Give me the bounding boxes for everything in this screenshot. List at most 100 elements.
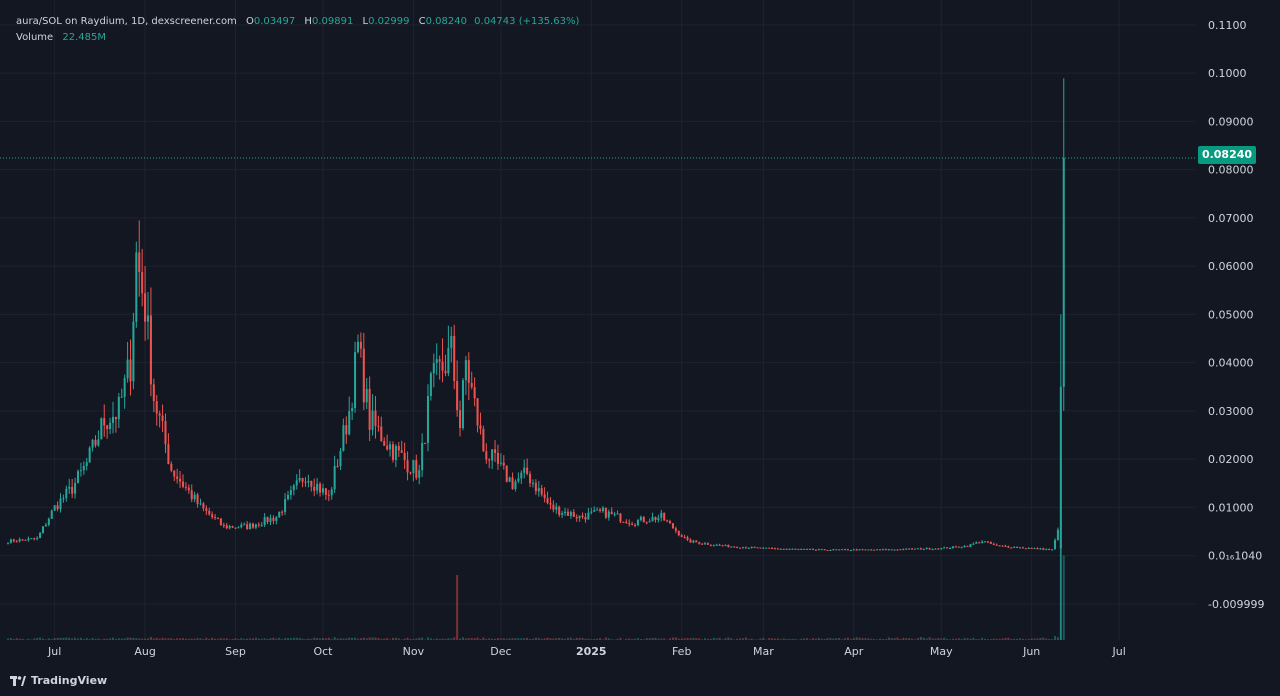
candle-body	[491, 449, 494, 461]
volume-bar	[616, 638, 619, 640]
volume-bar	[887, 637, 890, 640]
candle-body	[946, 547, 949, 549]
legend-symbol[interactable]: aura/SOL on Raydium, 1D, dexscreener.com	[16, 16, 237, 27]
candle-body	[76, 471, 80, 483]
candle-body	[225, 525, 228, 529]
volume-bar	[234, 638, 237, 640]
volume-bar	[1010, 638, 1013, 640]
candle-body	[616, 513, 619, 515]
volume-bar	[85, 638, 88, 640]
candle-body	[435, 359, 438, 364]
legend-volume-label[interactable]: Volume	[16, 32, 54, 43]
volume-bar	[65, 637, 68, 640]
volume-bar	[811, 637, 814, 640]
volume-bar	[575, 637, 578, 640]
volume-bar	[41, 638, 45, 640]
volume-bar	[225, 638, 228, 640]
candle-body	[765, 547, 768, 549]
volume-bar	[476, 637, 479, 640]
candle-body	[100, 418, 103, 440]
candlestick-chart[interactable]: 0.1100 0.1000 0.09000 0.08000 0.07000 0.06000…	[0, 0, 1280, 665]
candle-body	[549, 503, 552, 505]
volume-bar	[129, 637, 132, 640]
volume-bar	[578, 637, 581, 640]
volume-bar	[660, 638, 663, 640]
candle-body	[135, 252, 138, 322]
candle-body	[954, 546, 957, 548]
volume-bar	[397, 638, 400, 640]
volume-bar	[470, 638, 473, 640]
candle-body	[15, 541, 18, 543]
volume-bar	[333, 637, 336, 640]
candle-body	[747, 547, 750, 549]
candle-body	[555, 506, 558, 510]
candle-body	[482, 428, 485, 452]
y-tick-label: 0.06000	[1208, 260, 1254, 273]
candle-body	[517, 478, 520, 482]
candle-body	[701, 543, 704, 545]
volume-bar	[324, 638, 327, 640]
candle-body	[785, 548, 788, 550]
candle-body	[342, 425, 345, 452]
volume-bar	[389, 639, 392, 640]
volume-bar	[135, 638, 138, 640]
volume-bar	[181, 638, 185, 640]
candle-body	[82, 465, 85, 471]
candle-body	[599, 509, 602, 512]
candle-body	[657, 517, 660, 521]
candle-body	[281, 511, 284, 513]
volume-bar	[966, 638, 969, 640]
candle-body	[809, 548, 812, 550]
volume-bar	[284, 638, 287, 640]
candle-body	[190, 490, 193, 500]
volume-bar	[881, 639, 884, 640]
volume-bar	[1030, 638, 1033, 640]
volume-bar	[380, 638, 383, 640]
candle-body	[931, 549, 934, 551]
candle-body	[56, 505, 59, 510]
candle-body	[686, 537, 689, 540]
volume-bar	[928, 637, 931, 640]
tradingview-logo[interactable]: TradingView	[10, 674, 107, 687]
volume-bar	[479, 639, 482, 640]
candle-body	[736, 546, 739, 548]
volume-bar	[15, 638, 18, 640]
volume-bar	[82, 639, 85, 640]
volume-bar	[170, 638, 173, 640]
candle-body	[526, 467, 529, 474]
volume-bar	[371, 637, 374, 640]
candle-body	[540, 488, 543, 495]
candle-body	[730, 546, 733, 548]
volume-bar	[648, 638, 651, 640]
candle-body	[295, 480, 298, 486]
y-tick-label: 0.0₁₆1040	[1208, 550, 1262, 563]
volume-bar	[1045, 638, 1048, 640]
volume-bar	[1042, 637, 1045, 640]
candle-body	[814, 549, 817, 551]
x-tick-label: Oct	[313, 645, 333, 658]
x-tick-label: Jul	[47, 645, 61, 658]
volume-bar	[208, 639, 211, 640]
candle-body	[957, 546, 960, 548]
candle-body	[963, 545, 966, 548]
candle-body	[316, 483, 319, 491]
candle-body	[228, 526, 231, 529]
candle-body	[144, 293, 147, 322]
candle-body	[610, 511, 613, 515]
candle-body	[986, 541, 989, 543]
volume-bar	[1021, 638, 1024, 640]
candle-body	[260, 524, 263, 526]
volume-bar	[698, 638, 701, 640]
volume-bar	[412, 639, 415, 640]
candle-body	[794, 548, 797, 550]
volume-bar	[832, 638, 835, 640]
price-axis[interactable]: 0.1100 0.1000 0.09000 0.08000 0.07000 0.06000…	[1208, 19, 1264, 611]
volume-bar	[39, 637, 42, 640]
time-axis[interactable]: Jul Aug Sep Oct Nov Dec 2025 Feb Mar Apr May Jun Jul	[47, 645, 1126, 658]
volume-bar	[590, 639, 593, 640]
candle-body	[397, 445, 400, 451]
volume-bar	[937, 638, 940, 640]
candle-body	[911, 548, 914, 550]
candle-body	[202, 503, 205, 509]
volume-bar	[817, 637, 820, 640]
